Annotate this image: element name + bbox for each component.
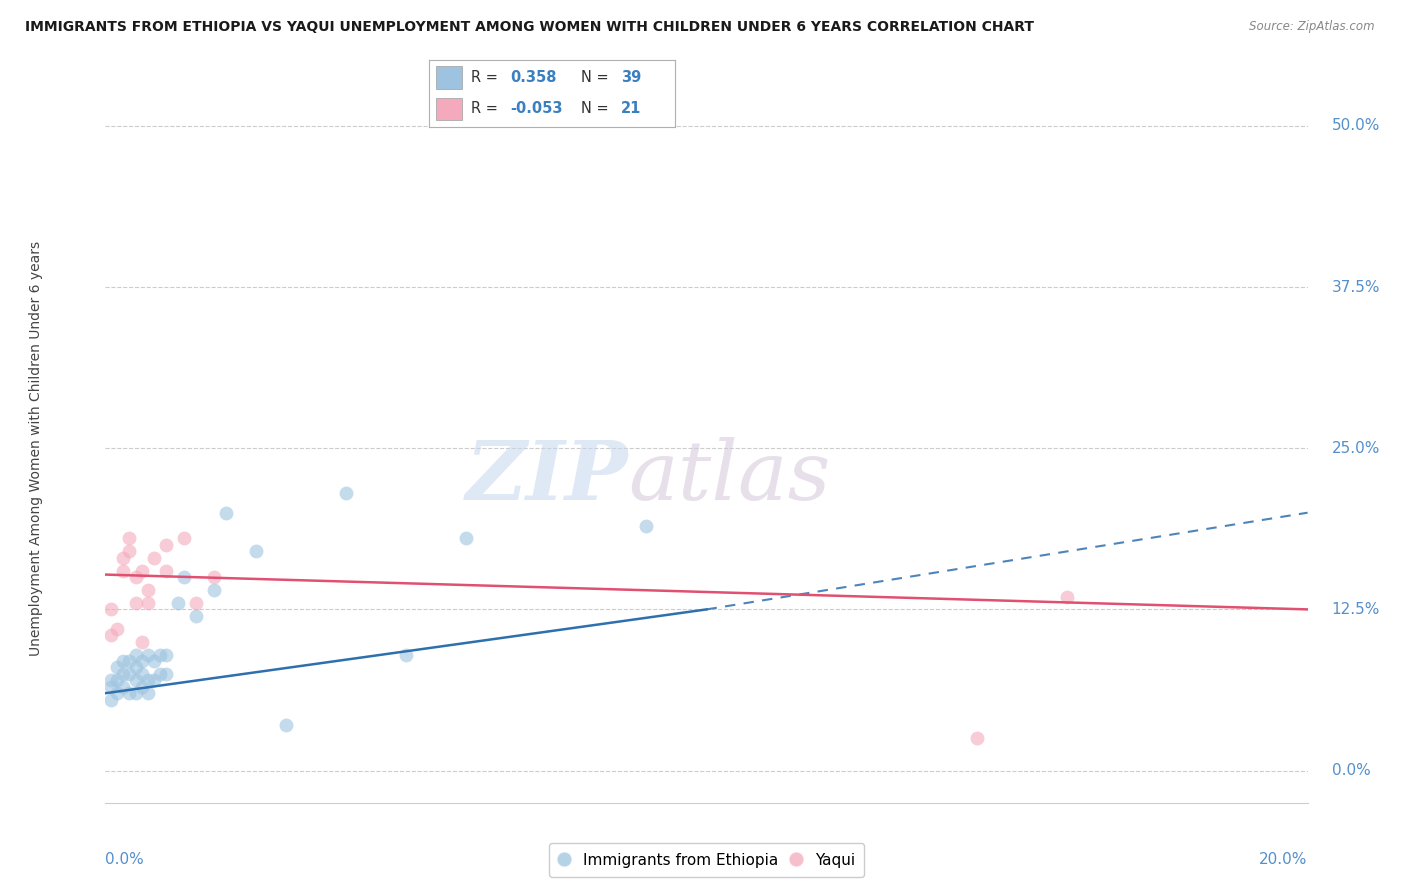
Point bbox=[136, 596, 159, 610]
Point bbox=[155, 648, 177, 662]
Point bbox=[124, 596, 146, 610]
Text: R =: R = bbox=[471, 70, 498, 86]
Text: 0.0%: 0.0% bbox=[105, 852, 145, 867]
Text: atlas: atlas bbox=[628, 436, 831, 516]
Text: -0.053: -0.053 bbox=[510, 101, 562, 116]
Point bbox=[966, 731, 988, 746]
Point bbox=[395, 648, 418, 662]
Point bbox=[148, 666, 170, 681]
Point bbox=[142, 673, 165, 688]
Point bbox=[124, 570, 146, 584]
Text: 0.358: 0.358 bbox=[510, 70, 557, 86]
Point bbox=[118, 544, 141, 558]
Point bbox=[124, 673, 146, 688]
Text: R =: R = bbox=[471, 101, 498, 116]
Text: N =: N = bbox=[582, 101, 609, 116]
Point bbox=[100, 680, 122, 694]
Point bbox=[118, 686, 141, 700]
Text: 0.0%: 0.0% bbox=[1331, 763, 1371, 778]
Text: N =: N = bbox=[582, 70, 609, 86]
Text: Source: ZipAtlas.com: Source: ZipAtlas.com bbox=[1250, 20, 1375, 33]
Point bbox=[142, 654, 165, 668]
Point bbox=[202, 570, 225, 584]
Point bbox=[112, 666, 135, 681]
Point bbox=[107, 686, 129, 700]
Point bbox=[245, 544, 267, 558]
Point bbox=[124, 686, 146, 700]
Point bbox=[166, 596, 188, 610]
Point bbox=[155, 564, 177, 578]
Point bbox=[124, 648, 146, 662]
Text: 21: 21 bbox=[621, 101, 641, 116]
Point bbox=[131, 666, 153, 681]
Point bbox=[112, 550, 135, 565]
Point bbox=[100, 628, 122, 642]
Point bbox=[173, 532, 195, 546]
Point bbox=[274, 718, 297, 732]
Point bbox=[112, 654, 135, 668]
Text: IMMIGRANTS FROM ETHIOPIA VS YAQUI UNEMPLOYMENT AMONG WOMEN WITH CHILDREN UNDER 6: IMMIGRANTS FROM ETHIOPIA VS YAQUI UNEMPL… bbox=[25, 20, 1035, 34]
Point bbox=[155, 666, 177, 681]
Text: 20.0%: 20.0% bbox=[1260, 852, 1308, 867]
Point bbox=[112, 564, 135, 578]
Point bbox=[100, 692, 122, 706]
Point bbox=[142, 550, 165, 565]
Point bbox=[100, 673, 122, 688]
Text: 50.0%: 50.0% bbox=[1331, 119, 1381, 134]
Point bbox=[184, 596, 207, 610]
Point bbox=[454, 532, 477, 546]
Point bbox=[1056, 590, 1078, 604]
Point bbox=[118, 532, 141, 546]
Point bbox=[214, 506, 236, 520]
FancyBboxPatch shape bbox=[436, 98, 463, 120]
Text: 12.5%: 12.5% bbox=[1331, 602, 1381, 617]
Point bbox=[131, 634, 153, 648]
Point bbox=[335, 486, 357, 500]
Point bbox=[202, 583, 225, 598]
Point bbox=[118, 654, 141, 668]
Point bbox=[131, 680, 153, 694]
Point bbox=[131, 564, 153, 578]
Point bbox=[131, 654, 153, 668]
Point bbox=[184, 608, 207, 623]
FancyBboxPatch shape bbox=[436, 67, 463, 88]
Text: 39: 39 bbox=[621, 70, 641, 86]
Text: ZIP: ZIP bbox=[465, 436, 628, 516]
Point bbox=[118, 666, 141, 681]
Point bbox=[636, 518, 658, 533]
Point bbox=[112, 680, 135, 694]
Point bbox=[136, 583, 159, 598]
Point bbox=[136, 648, 159, 662]
Point bbox=[155, 538, 177, 552]
Point bbox=[100, 602, 122, 616]
Point bbox=[148, 648, 170, 662]
Text: Unemployment Among Women with Children Under 6 years: Unemployment Among Women with Children U… bbox=[28, 241, 42, 656]
Point bbox=[173, 570, 195, 584]
Point bbox=[107, 673, 129, 688]
Point bbox=[136, 673, 159, 688]
Point bbox=[107, 622, 129, 636]
Text: 25.0%: 25.0% bbox=[1331, 441, 1381, 456]
Point bbox=[107, 660, 129, 674]
Legend: Immigrants from Ethiopia, Yaqui: Immigrants from Ethiopia, Yaqui bbox=[550, 843, 863, 877]
Point bbox=[124, 660, 146, 674]
Text: 37.5%: 37.5% bbox=[1331, 279, 1381, 294]
Point bbox=[136, 686, 159, 700]
